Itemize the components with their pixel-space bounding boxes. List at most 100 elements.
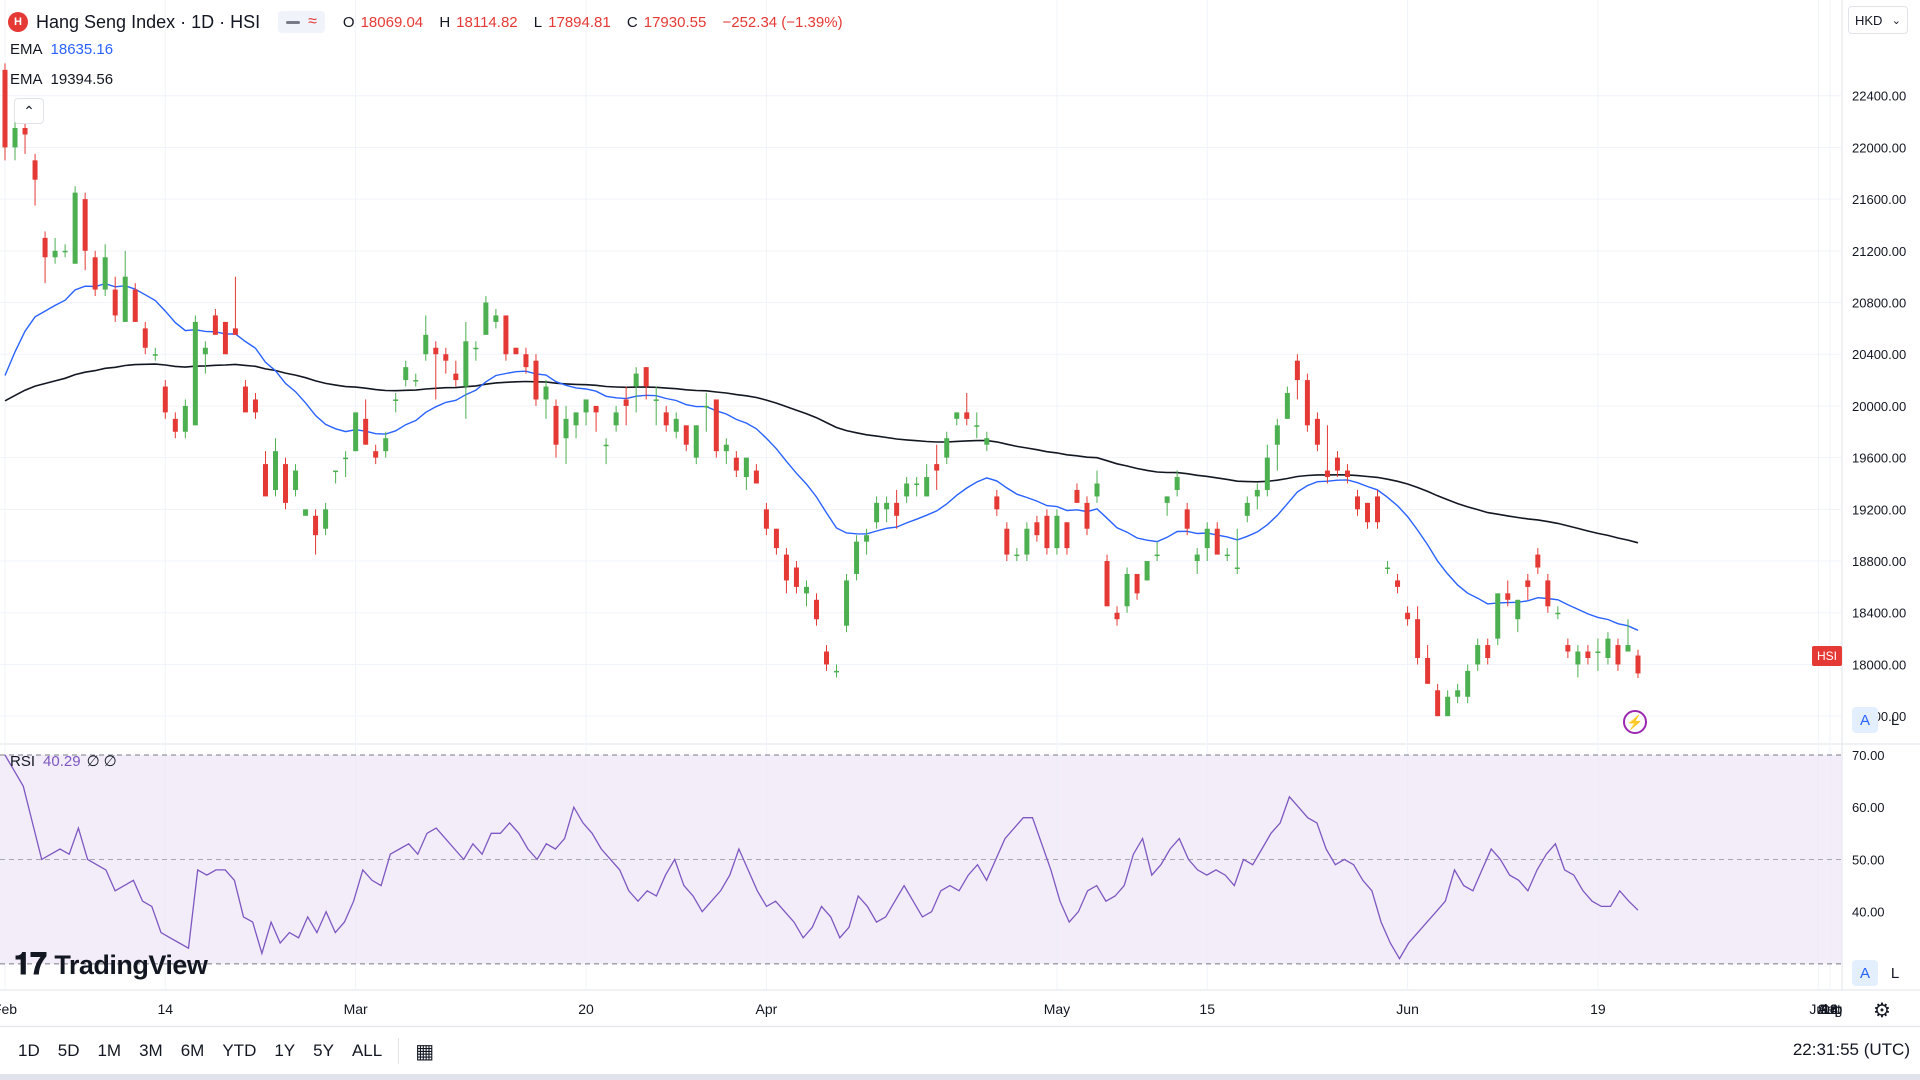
candle-body bbox=[72, 192, 78, 264]
candle-body bbox=[473, 347, 479, 350]
rsi-log-scale-button[interactable]: L bbox=[1890, 964, 1900, 982]
auto-scale-button[interactable]: A bbox=[1852, 707, 1878, 733]
candle-body bbox=[693, 425, 699, 458]
candle-body bbox=[1194, 554, 1200, 562]
rsi-tick-label: 70.00 bbox=[1852, 748, 1885, 763]
candle-body bbox=[1004, 528, 1010, 555]
rsi-tick-label: 50.00 bbox=[1852, 852, 1885, 867]
time-tick-label: Jun bbox=[1396, 1001, 1419, 1017]
candle-body bbox=[1595, 651, 1601, 654]
candlestick-series bbox=[2, 63, 1641, 717]
candle-body bbox=[62, 250, 68, 253]
candle-body bbox=[333, 470, 339, 473]
ema-slow-legend[interactable]: EMA 19394.56 bbox=[10, 71, 114, 88]
price-change: −252.34 (−1.39%) bbox=[722, 13, 843, 31]
range-6m[interactable]: 6M bbox=[180, 1041, 205, 1060]
candle-body bbox=[974, 425, 980, 427]
candle-body bbox=[1365, 502, 1371, 523]
candle-body bbox=[212, 315, 218, 335]
candle-body bbox=[313, 515, 319, 536]
candle-body bbox=[783, 554, 789, 581]
rsi-legend[interactable]: RSI 40.29 ∅ ∅ bbox=[10, 753, 117, 770]
lightning-icon[interactable]: ⚡ bbox=[1623, 710, 1647, 734]
time-tick-label: 20 bbox=[578, 1001, 594, 1017]
candle-body bbox=[172, 418, 178, 432]
time-tick-label: Sep bbox=[1818, 1001, 1843, 1017]
candle-body bbox=[112, 289, 118, 316]
range-1d[interactable]: 1D bbox=[18, 1041, 40, 1060]
candle-body bbox=[483, 302, 489, 335]
candle-body bbox=[12, 128, 18, 148]
rsi-axis[interactable]: 70.00 60.00 50.00 40.00 bbox=[1852, 748, 1885, 920]
range-all[interactable]: ALL bbox=[351, 1041, 383, 1060]
candle-body bbox=[1324, 470, 1330, 478]
candle-body bbox=[884, 502, 890, 510]
range-ytd[interactable]: YTD bbox=[222, 1041, 257, 1060]
chart-style-toggle[interactable]: ≈ bbox=[278, 11, 325, 33]
candle-body bbox=[232, 328, 238, 335]
range-5y[interactable]: 5Y bbox=[313, 1041, 334, 1060]
calendar-icon[interactable]: ▦ bbox=[415, 1040, 435, 1063]
collapse-legend-button[interactable]: ⌃ bbox=[14, 98, 44, 124]
candle-body bbox=[1425, 657, 1431, 684]
price-tick-label: 21600.00 bbox=[1852, 192, 1906, 207]
candle-body bbox=[242, 386, 248, 413]
ema-fast-legend[interactable]: EMA 18635.16 bbox=[10, 41, 114, 58]
eye-off-icon[interactable] bbox=[286, 20, 301, 24]
candle-body bbox=[102, 257, 108, 290]
candle-body bbox=[934, 464, 940, 471]
tradingview-logo[interactable]: 𝟏𝟕 TradingView bbox=[14, 948, 208, 981]
ema-fast-path bbox=[4, 282, 1639, 631]
candle-body bbox=[583, 399, 589, 413]
price-tick-label: 19600.00 bbox=[1852, 451, 1906, 466]
candle-body bbox=[1465, 670, 1471, 697]
price-tick-label: 22000.00 bbox=[1852, 140, 1906, 155]
price-tick-label: 20800.00 bbox=[1852, 296, 1906, 311]
candle-body bbox=[453, 373, 459, 381]
candle-body bbox=[713, 399, 719, 452]
candle-body bbox=[1475, 645, 1481, 665]
gear-icon[interactable]: ⚙ bbox=[1873, 999, 1891, 1022]
candle-body bbox=[1244, 502, 1250, 516]
candle-body bbox=[723, 444, 729, 452]
candle-body bbox=[202, 347, 208, 355]
candle-body bbox=[1314, 418, 1320, 445]
chevron-up-icon: ⌃ bbox=[23, 102, 35, 119]
candle-body bbox=[433, 347, 439, 355]
time-axis[interactable]: Feb14Mar20AprMay15Jun19Jul18Aug14Sep18Oc… bbox=[0, 1001, 1843, 1017]
candle-body bbox=[32, 160, 38, 180]
candle-body bbox=[643, 367, 649, 387]
range-1m[interactable]: 1M bbox=[97, 1041, 122, 1060]
candle-body bbox=[373, 451, 379, 458]
rsi-auto-scale-button[interactable]: A bbox=[1852, 960, 1878, 986]
candle-body bbox=[633, 373, 639, 387]
candle-body bbox=[353, 412, 359, 452]
candle-body bbox=[1435, 690, 1441, 717]
candle-body bbox=[1024, 528, 1030, 555]
candle-body bbox=[363, 418, 369, 445]
candle-body bbox=[1104, 561, 1110, 607]
candle-body bbox=[262, 464, 268, 497]
candle-body bbox=[543, 386, 549, 400]
candle-body bbox=[122, 276, 128, 322]
time-tick-label: May bbox=[1044, 1001, 1070, 1017]
log-scale-button[interactable]: L bbox=[1890, 711, 1900, 729]
range-3m[interactable]: 3M bbox=[139, 1041, 163, 1060]
price-tick-label: 18000.00 bbox=[1852, 657, 1906, 672]
candle-body bbox=[1585, 651, 1591, 658]
clock[interactable]: 22:31:55 (UTC) bbox=[1792, 1040, 1910, 1059]
candle-body bbox=[1334, 457, 1340, 471]
price-axis[interactable]: 22400.00 22000.00 21600.00 21200.00 20800.00… bbox=[1852, 89, 1906, 724]
symbol-title[interactable]: Hang Seng Index · 1D · HSI bbox=[36, 11, 261, 32]
range-5d[interactable]: 5D bbox=[57, 1041, 80, 1060]
candle-body bbox=[914, 483, 920, 485]
candle-body bbox=[803, 586, 809, 594]
range-1y[interactable]: 1Y bbox=[274, 1041, 296, 1060]
candle-body bbox=[753, 470, 759, 484]
candle-body bbox=[894, 502, 900, 516]
compare-icon[interactable]: ≈ bbox=[308, 13, 317, 30]
candle-body bbox=[573, 412, 579, 426]
currency-select[interactable]: HKD ⌄ bbox=[1848, 6, 1908, 34]
candle-body bbox=[22, 128, 28, 135]
